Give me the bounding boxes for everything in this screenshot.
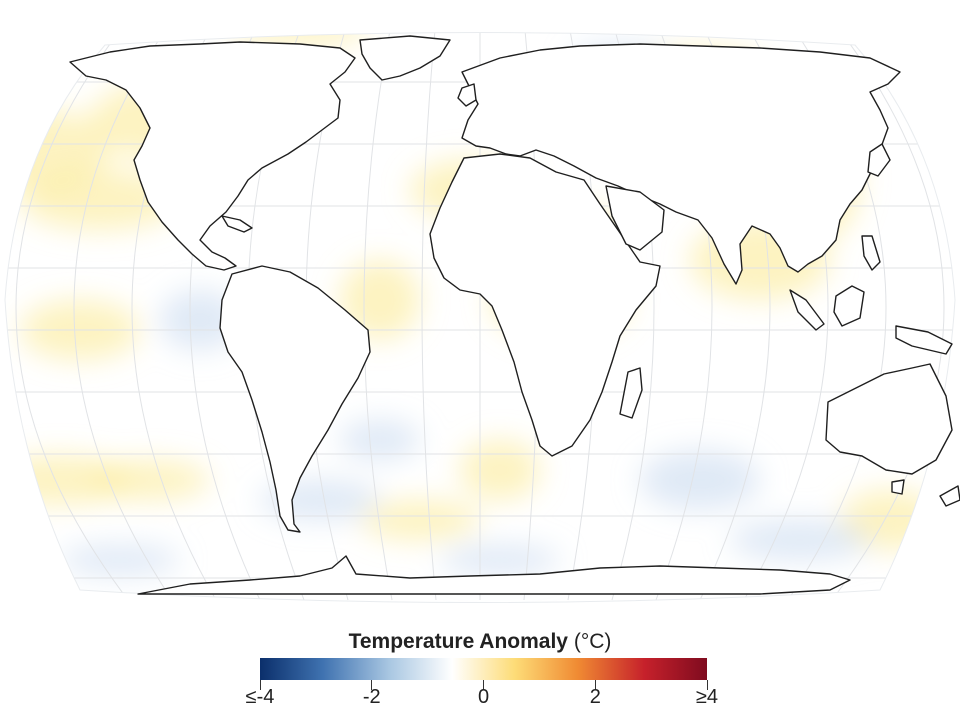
legend-tick-mark [259, 680, 261, 690]
legend-tick-mark [706, 680, 708, 690]
borneo-outline [833, 285, 865, 327]
warm-anomaly-5 [460, 440, 540, 500]
cool-anomaly-6 [730, 520, 870, 560]
legend-color-bar [260, 658, 707, 680]
north-america-outline [69, 41, 356, 271]
legend-tick-mark [483, 680, 484, 690]
caribbean-outline [221, 215, 253, 233]
africa-outline [429, 153, 661, 457]
legend-unit: (°C) [573, 630, 612, 653]
legend-title: Temperature Anomaly (°C) [0, 630, 960, 654]
legend-tick-label: 2 [589, 686, 601, 708]
sumatra-outline [789, 289, 825, 331]
legend-tick-label: ≤-4 [245, 686, 275, 708]
continents [69, 35, 960, 595]
cool-anomaly-4 [60, 545, 180, 575]
cool-anomaly-3 [640, 450, 760, 510]
arabia-outline [605, 185, 665, 251]
philippines-outline [861, 235, 881, 271]
cool-anomaly-2 [440, 545, 560, 575]
warm-anomaly-17 [360, 500, 480, 540]
legend-tick-mark [371, 680, 373, 690]
antarctica-outline [137, 555, 851, 595]
cool-anomaly-0 [160, 290, 240, 350]
world-map-svg [4, 32, 960, 603]
australia-outline [825, 363, 953, 475]
graticule-meridian [73, 32, 173, 601]
greenland-outline [359, 35, 451, 81]
new-guinea-outline [895, 325, 953, 355]
graticule-meridian [421, 32, 437, 601]
graticule-meridian [831, 32, 945, 601]
warm-anomaly-13 [340, 260, 420, 340]
tasmania-outline [891, 479, 905, 495]
new-zealand-outline [939, 485, 960, 507]
britain-outline [457, 83, 477, 107]
legend-tick-label: 0 [477, 686, 490, 708]
south-america-outline [219, 265, 371, 533]
legend: Temperature Anomaly (°C) ≤-4 -2 0 2 ≥4 [0, 620, 960, 720]
graticule-meridian [15, 32, 129, 601]
legend-title-text: Temperature Anomaly [348, 630, 568, 653]
madagascar-outline [619, 367, 643, 419]
graticule-meridian [363, 32, 393, 601]
cool-anomaly-5 [340, 420, 420, 460]
warm-anomaly-15 [230, 32, 370, 45]
legend-tick-mark [594, 680, 596, 690]
legend-tick-label: -2 [362, 686, 381, 708]
legend-tick-label: ≥4 [695, 686, 719, 708]
world-map [4, 32, 960, 603]
warm-anomaly-1 [20, 170, 180, 230]
warm-anomaly-12 [90, 460, 210, 500]
japan-outline [867, 143, 891, 177]
eurasia-outline [461, 43, 901, 285]
